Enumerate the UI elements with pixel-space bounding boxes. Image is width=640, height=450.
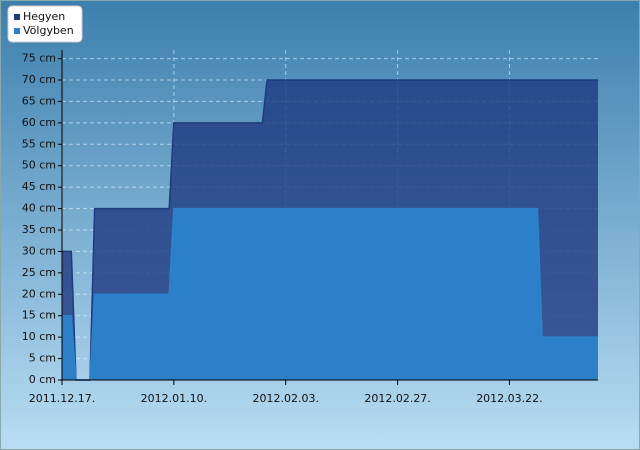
area-fill — [62, 208, 598, 380]
x-tick-label: 2011.12.17. — [29, 392, 95, 405]
y-tick-label: 15 cm — [22, 309, 56, 322]
legend-label: Hegyen — [23, 10, 65, 23]
y-tick-label: 10 cm — [22, 330, 56, 343]
y-tick-label: 0 cm — [29, 373, 56, 386]
y-tick-label: 75 cm — [22, 52, 56, 65]
legend-label: Völgyben — [23, 24, 74, 37]
y-tick-label: 65 cm — [22, 94, 56, 107]
x-tick-label: 2012.02.03. — [252, 392, 318, 405]
x-tick-label: 2012.02.27. — [364, 392, 430, 405]
y-tick-label: 55 cm — [22, 137, 56, 150]
y-tick-label: 30 cm — [22, 244, 56, 257]
y-tick-label: 20 cm — [22, 287, 56, 300]
y-tick-label: 60 cm — [22, 116, 56, 129]
x-tick-label: 2012.03.22. — [476, 392, 542, 405]
y-tick-label: 5 cm — [29, 352, 56, 365]
y-tick-label: 50 cm — [22, 159, 56, 172]
y-tick-label: 25 cm — [22, 266, 56, 279]
series-line — [62, 79, 598, 381]
legend-box — [7, 5, 83, 43]
y-tick-label: 40 cm — [22, 202, 56, 215]
y-tick-label: 70 cm — [22, 73, 56, 86]
x-tick-label: 2012.01.10. — [141, 392, 207, 405]
y-tick-label: 35 cm — [22, 223, 56, 236]
legend-swatch — [14, 14, 20, 20]
series-line — [62, 207, 598, 381]
y-tick-label: 45 cm — [22, 180, 56, 193]
legend-swatch — [14, 28, 20, 34]
